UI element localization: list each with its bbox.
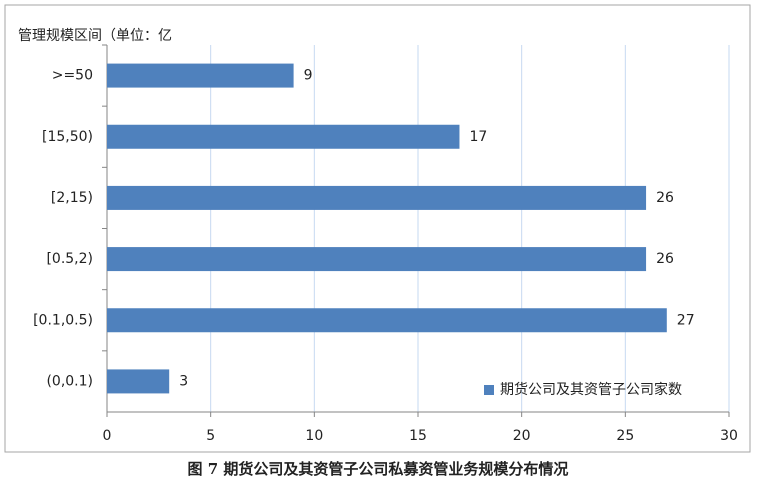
data-label: 17	[469, 129, 487, 145]
x-tick-label: 5	[206, 428, 215, 444]
legend-label: 期货公司及其资管子公司家数	[500, 381, 682, 398]
bar	[107, 63, 294, 88]
y-tick-label: [0.5,2)	[46, 251, 93, 267]
bar	[107, 185, 647, 210]
bar	[107, 124, 460, 149]
bar	[107, 247, 647, 272]
data-label: 27	[677, 312, 695, 328]
bar	[107, 308, 667, 333]
x-tick-label: 0	[103, 428, 112, 444]
bar	[107, 369, 170, 394]
data-label: 9	[304, 68, 313, 84]
x-tick-label: 15	[409, 428, 427, 444]
caption: 图 7 期货公司及其资管子公司私募资管业务规模分布情况	[188, 460, 569, 478]
y-tick-label: (0,0.1)	[46, 373, 93, 389]
y-tick-label: >=50	[52, 68, 93, 84]
y-tick-label: [15,50)	[42, 129, 93, 145]
y-tick-label: [0.1,0.5)	[33, 312, 93, 328]
x-tick-label: 20	[513, 428, 531, 444]
x-tick-label: 30	[720, 428, 738, 444]
y-tick-label: [2,15)	[51, 190, 93, 206]
x-tick-label: 10	[305, 428, 323, 444]
data-label: 26	[656, 251, 674, 267]
data-label: 3	[179, 373, 188, 389]
y-axis-label: 管理规模区间（单位：亿	[18, 28, 172, 44]
x-tick-label: 25	[616, 428, 634, 444]
legend-swatch	[484, 385, 494, 395]
data-label: 26	[656, 190, 674, 206]
